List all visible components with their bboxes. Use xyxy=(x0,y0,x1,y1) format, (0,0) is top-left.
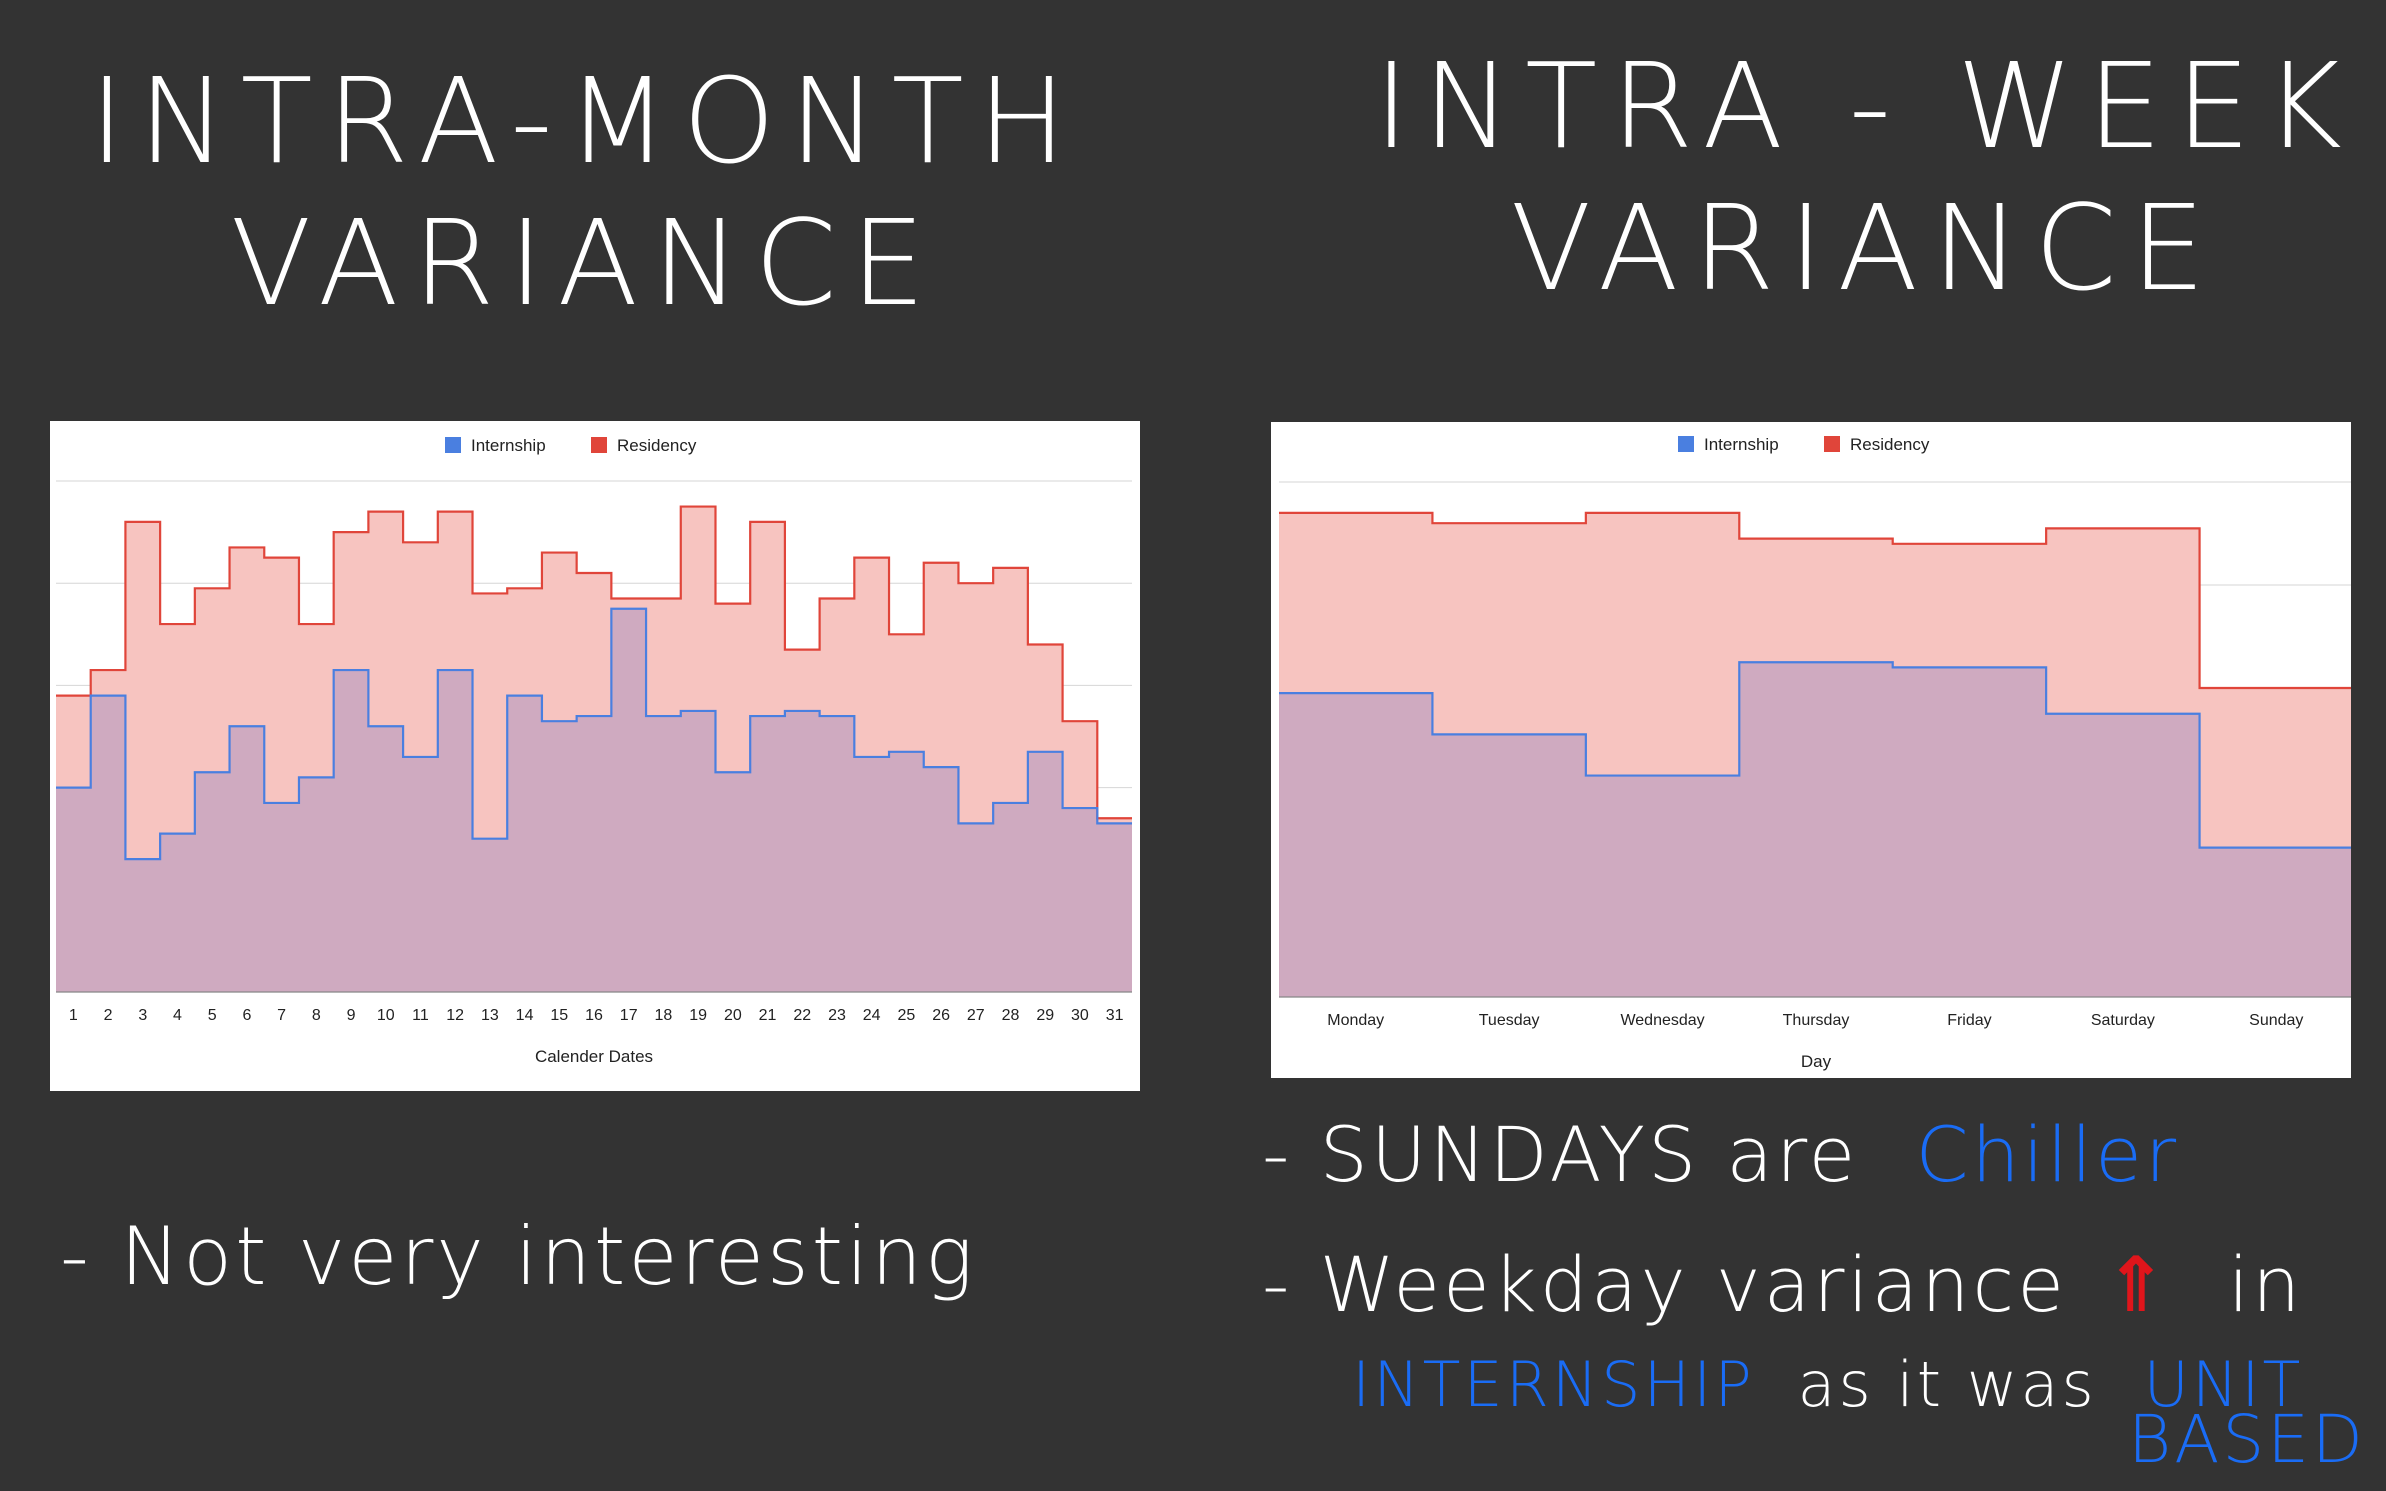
x-axis-title: Calender Dates xyxy=(535,1047,653,1066)
chart-intra-month: 1 2 3 4 5 6 7 8 9 10 11 12 13 14 15 16 17 18 19 20 21 22 23 24 2… xyxy=(56,436,1132,1066)
x-tick-label: Saturday xyxy=(2091,1012,2155,1029)
title-intra-month-line2: VARIANCE xyxy=(230,193,940,332)
x-tick-label: 11 xyxy=(412,1007,429,1024)
x-tick-label: 14 xyxy=(516,1007,534,1024)
title-intra-week-line1: INTRA - WEEK xyxy=(1374,37,2356,175)
title-intra-month: INTRA-MONTH VARIANCE xyxy=(80,52,1090,332)
x-tick-label: 9 xyxy=(347,1007,356,1024)
x-tick-label: 2 xyxy=(104,1007,113,1024)
note-internship-text: INTERNSHIP xyxy=(1352,1348,1755,1421)
x-tick-label: 12 xyxy=(446,1007,464,1024)
x-tick-label: 25 xyxy=(897,1007,915,1024)
legend-swatch-residency xyxy=(591,437,607,453)
note-in-text: in xyxy=(2227,1240,2304,1329)
x-tick-label: 31 xyxy=(1106,1007,1124,1024)
internship-line xyxy=(56,607,1132,861)
x-tick-label: 22 xyxy=(793,1007,811,1024)
residency-line xyxy=(56,505,1132,820)
x-tick-label: 19 xyxy=(689,1007,707,1024)
title-intra-month-line1: INTRA-MONTH xyxy=(89,52,1081,190)
legend-label-residency: Residency xyxy=(617,436,697,455)
x-tick-label: 6 xyxy=(242,1007,251,1024)
x-tick-label: 24 xyxy=(863,1007,881,1024)
legend-label-internship: Internship xyxy=(1704,435,1779,454)
x-tick-label: 29 xyxy=(1036,1007,1054,1024)
legend-label-residency: Residency xyxy=(1850,435,1930,454)
note-left: - Not very interesting xyxy=(60,1210,976,1303)
chart-panel-intra-week: Monday Tuesday Wednesday Thursday Friday Satu… xyxy=(1271,422,2351,1078)
up-arrow-icon: ⇑ xyxy=(2104,1240,2171,1329)
x-tick-label: 23 xyxy=(828,1007,846,1024)
note-unit-text: UNIT xyxy=(2143,1348,2304,1421)
x-tick-label: 8 xyxy=(312,1007,321,1024)
x-tick-label: 13 xyxy=(481,1007,499,1024)
legend-item-residency: Residency xyxy=(591,436,697,455)
x-tick-label: Sunday xyxy=(2249,1012,2303,1029)
note-right-line2: - Weekday variance ⇑ in xyxy=(1262,1245,2303,1325)
legend-swatch-internship xyxy=(445,437,461,453)
x-tick-label: Monday xyxy=(1327,1012,1384,1029)
residency-line xyxy=(1279,511,2351,690)
legend-item-residency: Residency xyxy=(1824,435,1930,454)
legend-swatch-residency xyxy=(1824,436,1840,452)
note-based-text: BASED xyxy=(2128,1401,2366,1478)
x-tick-label: 15 xyxy=(550,1007,568,1024)
x-tick-label: 26 xyxy=(932,1007,950,1024)
internship-line xyxy=(1279,661,2351,849)
x-tick-label: 1 xyxy=(69,1007,78,1024)
note-chiller-text: Chiller xyxy=(1915,1110,2180,1199)
x-tick-label: 20 xyxy=(724,1007,742,1024)
legend-item-internship: Internship xyxy=(1678,435,1779,454)
note-right-line3: INTERNSHIP as it was UNIT xyxy=(1352,1352,2303,1417)
x-axis-title: Day xyxy=(1801,1052,1832,1071)
x-tick-label: 18 xyxy=(655,1007,673,1024)
note-sundays-text: - SUNDAYS are xyxy=(1262,1110,1859,1199)
internship-area xyxy=(56,608,1132,992)
x-tick-label: 3 xyxy=(138,1007,147,1024)
title-intra-week: INTRA - WEEK VARIANCE xyxy=(1370,37,2360,317)
legend-swatch-internship xyxy=(1678,436,1694,452)
note-right-line1: - SUNDAYS are Chiller xyxy=(1262,1115,2179,1195)
x-tick-label: Tuesday xyxy=(1479,1012,1540,1029)
note-as-it-was-text: as it was xyxy=(1797,1348,2097,1421)
title-intra-week-line2: VARIANCE xyxy=(1510,178,2220,317)
x-tick-label: 16 xyxy=(585,1007,603,1024)
x-tick-label: 7 xyxy=(277,1007,286,1024)
x-tick-label: Wednesday xyxy=(1620,1012,1704,1029)
x-tick-label: Thursday xyxy=(1783,1012,1850,1029)
note-weekday-variance-text: - Weekday variance xyxy=(1262,1240,2067,1329)
legend-label-internship: Internship xyxy=(471,436,546,455)
chart-panel-intra-month: 1 2 3 4 5 6 7 8 9 10 11 12 13 14 15 16 17 18 19 20 21 22 23 24 2… xyxy=(50,421,1140,1091)
x-tick-label: 5 xyxy=(208,1007,217,1024)
legend-item-internship: Internship xyxy=(445,436,546,455)
x-tick-label: 10 xyxy=(377,1007,395,1024)
x-tick-label: 30 xyxy=(1071,1007,1089,1024)
x-tick-label: 27 xyxy=(967,1007,985,1024)
x-tick-label: 28 xyxy=(1002,1007,1020,1024)
internship-area xyxy=(1279,662,2351,997)
x-tick-label: Friday xyxy=(1947,1012,1991,1029)
chart-intra-week: Monday Tuesday Wednesday Thursday Friday Satu… xyxy=(1279,435,2351,1071)
x-tick-label: 21 xyxy=(759,1007,777,1024)
x-tick-label: 17 xyxy=(620,1007,638,1024)
x-tick-label: 4 xyxy=(173,1007,182,1024)
